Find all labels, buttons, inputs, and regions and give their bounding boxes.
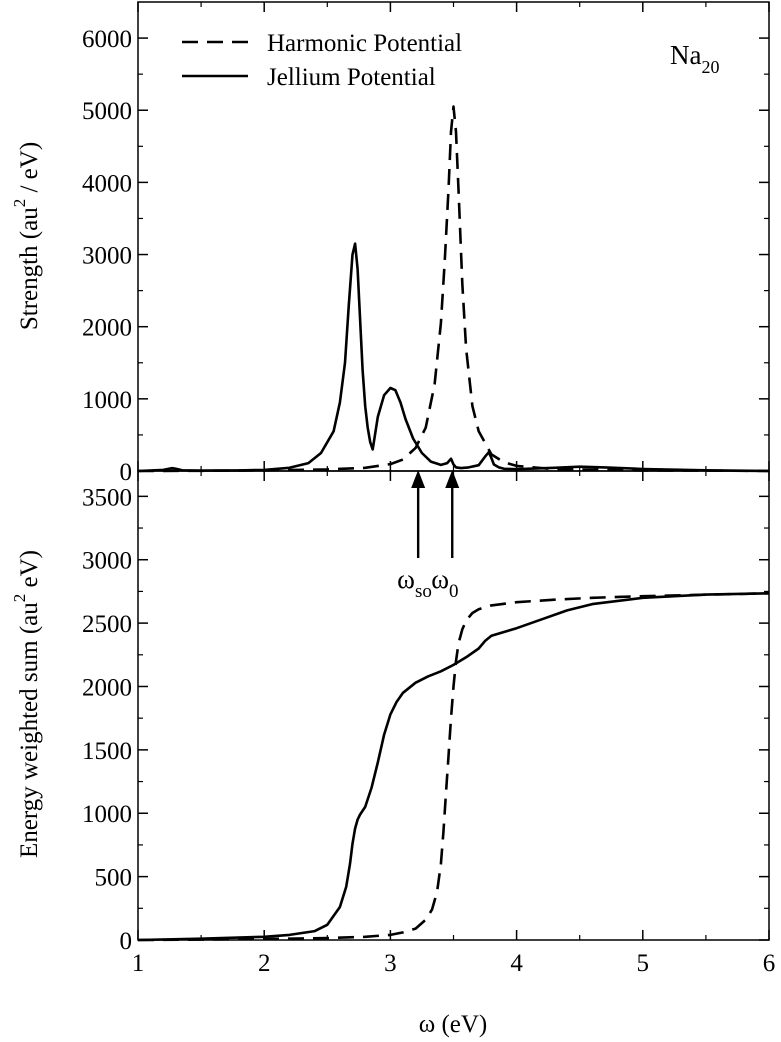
ews-ytick-label: 0	[120, 928, 133, 955]
ews-xtick-label: 1	[132, 950, 145, 977]
ews-xtick-label: 4	[510, 950, 523, 977]
strength-ytick-label: 3000	[82, 243, 132, 270]
strength-y-axis-label-sup: 2	[10, 199, 29, 208]
omega-so-label: ωso	[397, 564, 432, 602]
ews-ytick-label: 1000	[82, 801, 132, 828]
ews-ytick-label: 500	[95, 865, 133, 892]
strength-ytick-label: 6000	[82, 26, 132, 53]
strength-ytick-label: 1000	[82, 387, 132, 414]
omega-so-label-sub: so	[415, 581, 432, 602]
legend-jellium-label: Jellium Potential	[267, 64, 436, 91]
strength-ytick-label: 2000	[82, 315, 132, 342]
strength-y-axis-label-suffix: / eV)	[16, 142, 43, 199]
ews-ytick-label: 2500	[82, 611, 132, 638]
strength-ytick-label: 4000	[82, 170, 132, 197]
omega-0-label-base: ω	[431, 564, 449, 594]
omega-annotations: ωso ω0	[397, 470, 460, 602]
ews-series-harmonic-potential	[137, 592, 770, 942]
x-axis-label: ω (eV)	[419, 1011, 488, 1038]
strength-ytick-label: 0	[120, 459, 133, 486]
ews-xtick-label: 3	[384, 950, 397, 977]
strength-frame	[137, 1, 770, 472]
na20-subscript: 20	[701, 57, 719, 77]
legend: Harmonic Potential Jellium Potential	[182, 30, 462, 91]
strength-y-axis-label: Strength (au2 / eV)	[10, 142, 43, 330]
ews-y-axis-label-suffix: eV)	[16, 550, 43, 594]
ews-y-axis-label: Energy weighted sum (au2 eV)	[10, 550, 43, 858]
strength-series-harmonic-potential	[137, 105, 770, 473]
na20-label: Na20	[670, 40, 719, 77]
ews-y-axis-label-sup: 2	[10, 594, 29, 603]
omega-0-label-sub: 0	[449, 581, 459, 602]
ews-xtick-label: 2	[258, 950, 271, 977]
ews-xtick-label: 6	[763, 950, 776, 977]
omega-so-arrow-head	[411, 470, 426, 488]
omega-0-arrow-head	[445, 470, 460, 488]
strength-series-jellium-potential	[137, 242, 770, 473]
ews-series-group	[137, 592, 770, 942]
strength-panel: 0 1000 2000 3000 4000 5000 6000 Na20 Harmonic …	[10, 2, 770, 486]
ews-ticks-group: 0 500 1000 1500 2000 2500 3000 3500 1 2 3 4 5 6	[82, 471, 775, 977]
strength-ticks-group: 0 1000 2000 3000 4000 5000 6000	[82, 2, 770, 486]
ews-frame	[137, 470, 770, 941]
omega-0-label: ω0	[431, 564, 458, 602]
ews-series-jellium-potential	[137, 592, 770, 942]
ews-ytick-label: 1500	[82, 738, 132, 765]
na20-annotation: Na20	[670, 40, 719, 77]
strength-series-group	[137, 105, 770, 473]
strength-ytick-label: 5000	[82, 98, 132, 125]
ews-ytick-label: 3500	[82, 484, 132, 511]
ews-xtick-label: 5	[637, 950, 650, 977]
legend-harmonic-label: Harmonic Potential	[267, 30, 462, 57]
omega-so-label-base: ω	[397, 564, 415, 594]
ews-ytick-label: 3000	[82, 548, 132, 575]
ews-ytick-label: 2000	[82, 674, 132, 701]
